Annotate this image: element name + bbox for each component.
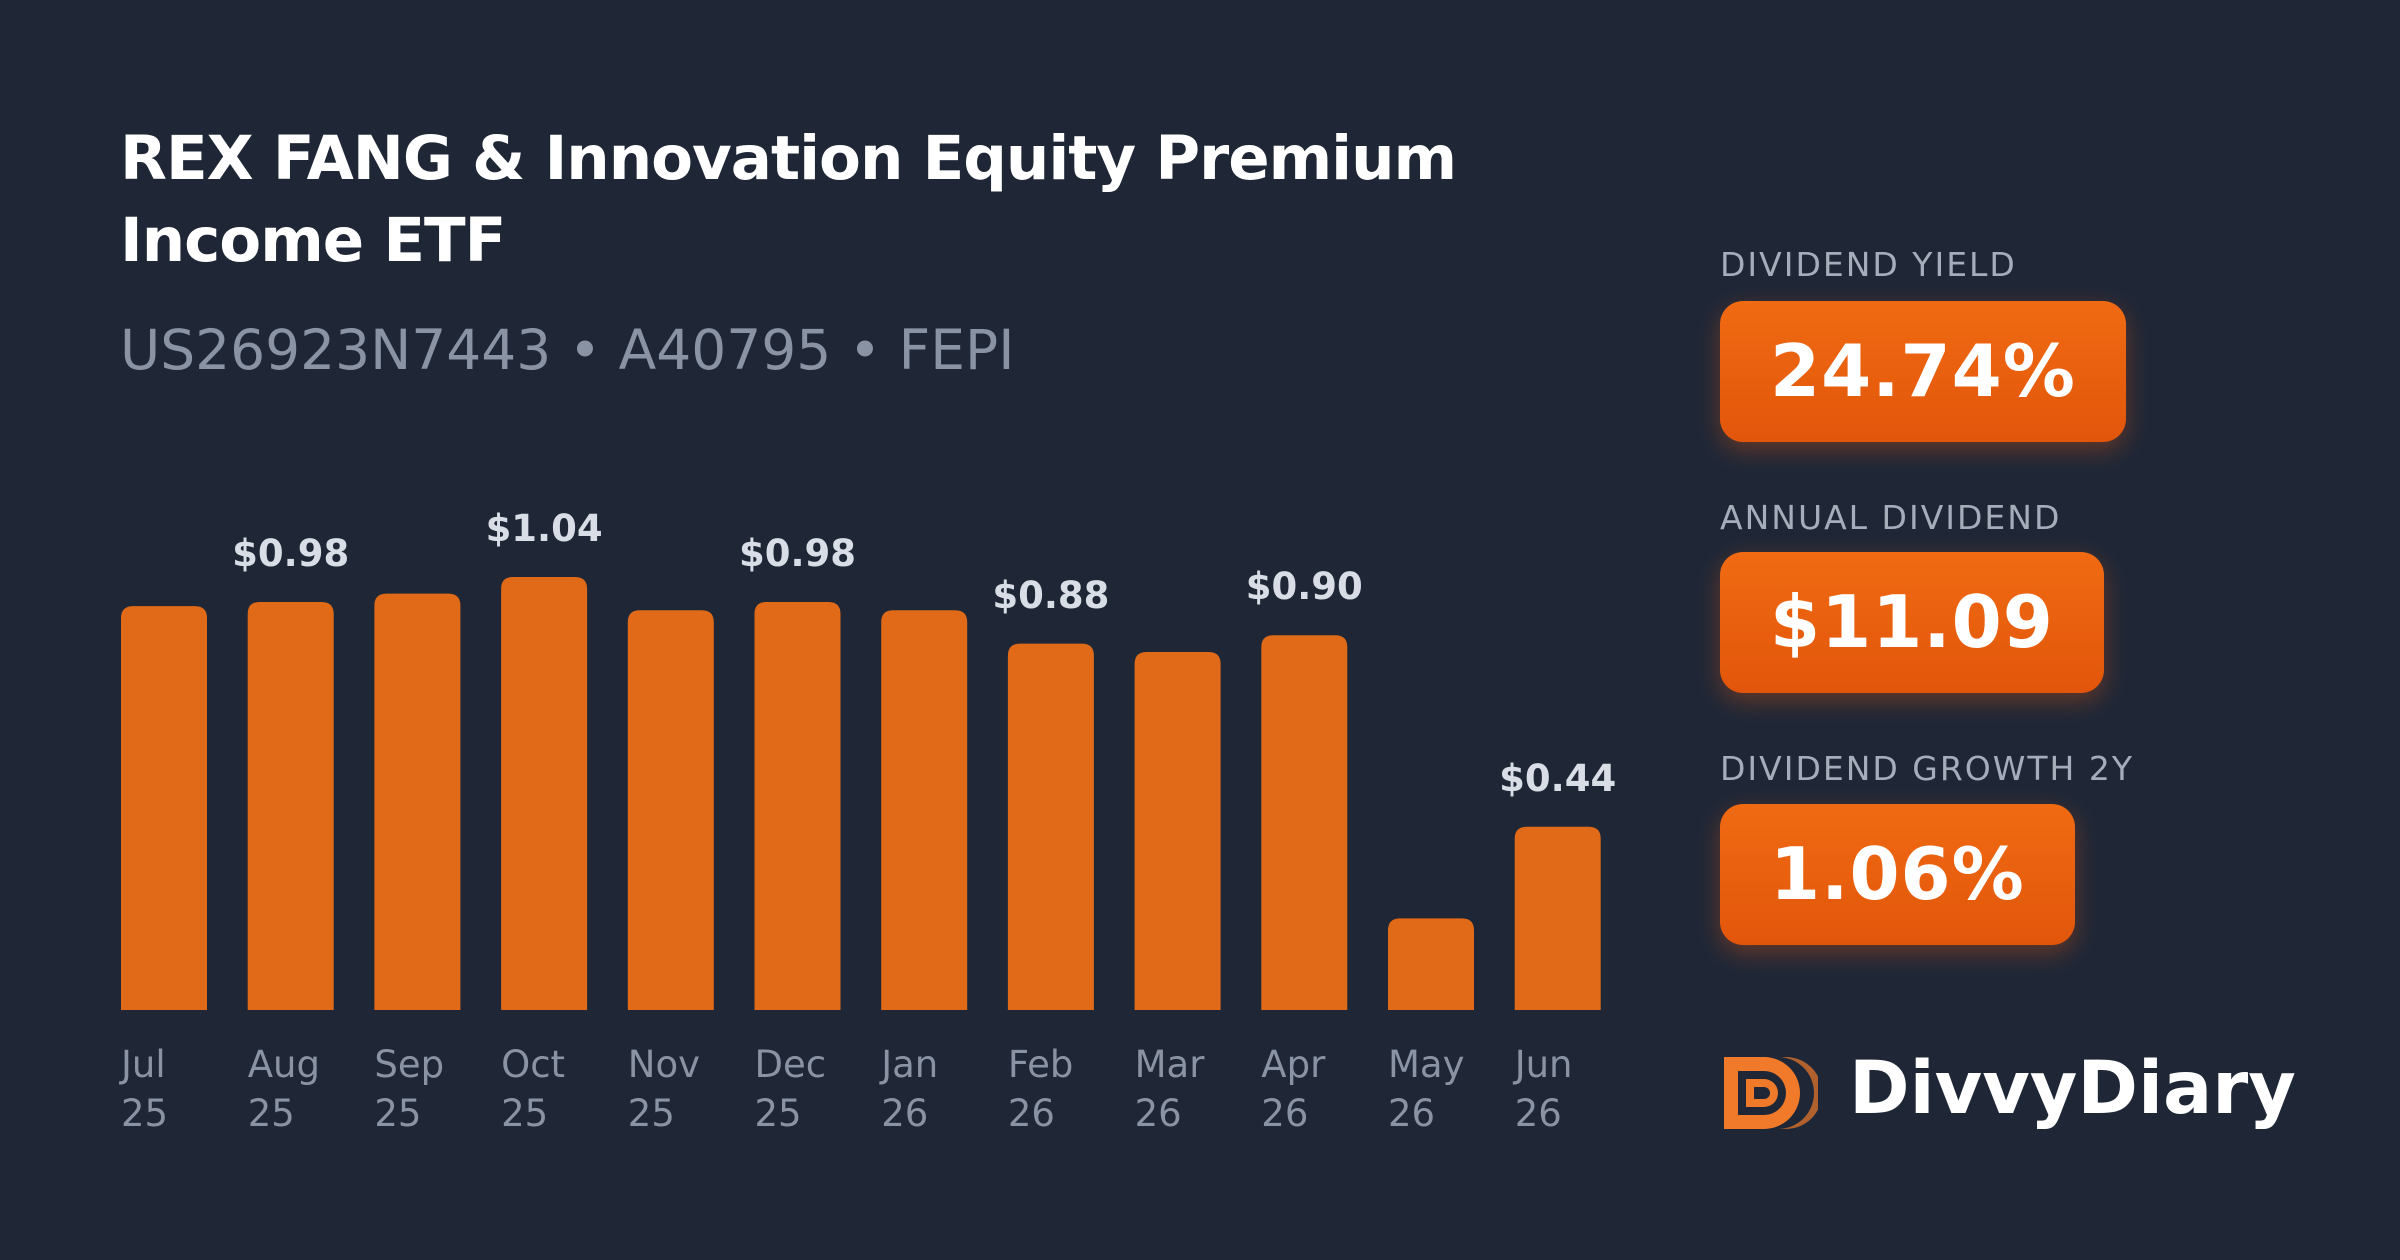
subtitle: US26923N7443 • A40795 • FEPI [120,318,1015,382]
bar [1134,651,1221,1010]
bar [374,593,461,1010]
value-label: $0.90 [1245,565,1363,609]
x-tick-label: Dec 25 [754,1043,827,1135]
stat-label: DIVIDEND YIELD [1720,245,2017,284]
x-tick-label: Jul 25 [121,1043,169,1135]
x-tick-label: Mar 26 [1134,1043,1205,1135]
stat-label: ANNUAL DIVIDEND [1720,498,2062,537]
chart [121,577,1601,1010]
x-tick-label: Sep 25 [374,1043,445,1135]
x-tick-label: Jan 26 [881,1043,939,1135]
bar [1261,635,1348,1010]
brand: DivvyDiary [1849,1046,2296,1131]
stat-label: DIVIDEND GROWTH 2Y [1720,749,2135,788]
x-tick-label: Aug 25 [247,1043,320,1135]
value-label: $0.98 [738,531,857,575]
stat-value: 24.74% [1720,301,2126,442]
value-label: $0.98 [232,531,350,575]
x-tick-label: Nov 25 [627,1043,701,1135]
stat-value: $11.09 [1720,552,2104,693]
value-label: $0.44 [1499,756,1617,800]
logo-icon [1724,1057,1818,1129]
x-tick-label: Oct 25 [501,1043,566,1135]
x-tick-label: May 26 [1388,1043,1465,1135]
bar [627,610,714,1010]
x-tick-label: Feb 26 [1007,1043,1074,1135]
x-tick-label: Jun 26 [1514,1043,1573,1135]
x-tick-label: Apr 26 [1261,1043,1326,1135]
bar [881,610,968,1010]
stat-value: 1.06% [1720,804,2075,945]
bar [247,601,334,1010]
title: REX FANG & Innovation Equity Premium Inc… [120,123,1457,276]
bar [501,577,588,1010]
bar [754,601,841,1010]
bar [121,606,207,1010]
bar [1514,826,1601,1010]
bar [1388,918,1474,1010]
bar [1007,643,1094,1010]
value-label: $0.88 [992,573,1110,617]
value-label: $1.04 [485,507,603,550]
